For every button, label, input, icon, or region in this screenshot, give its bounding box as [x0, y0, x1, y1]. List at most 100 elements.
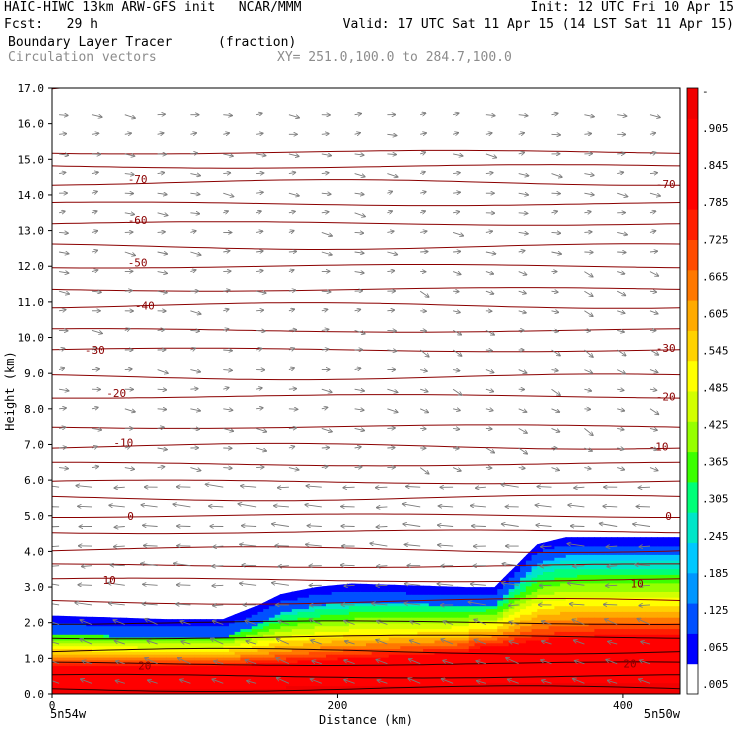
tracer-cell — [97, 642, 104, 647]
vector-arrow — [144, 546, 158, 547]
tracer-cell — [366, 594, 373, 598]
tracer-cell — [63, 656, 70, 661]
tracer-cell — [69, 651, 76, 655]
tracer-cell — [63, 617, 70, 621]
tracer-cell — [406, 631, 413, 635]
tracer-cell — [303, 671, 310, 675]
vector-arrow — [354, 272, 364, 273]
vector-arrow — [143, 584, 158, 585]
tracer-cell — [400, 585, 407, 590]
tracer-cell — [92, 654, 99, 658]
tracer-cell — [263, 648, 270, 652]
tracer-cell — [582, 585, 590, 590]
tracer-cell — [508, 628, 515, 632]
tracer-cell — [565, 645, 573, 649]
vector-arrow — [52, 679, 60, 684]
tracer-cell — [554, 619, 561, 624]
tracer-cell — [63, 659, 70, 664]
tracer-cell — [131, 656, 139, 661]
tracer-cell — [468, 676, 476, 681]
tracer-cell — [417, 668, 424, 672]
vector-arrow — [387, 388, 397, 392]
tracer-cell — [92, 625, 99, 630]
tracer-cell — [617, 619, 624, 624]
tracer-cell — [497, 674, 504, 678]
tracer-cell — [251, 617, 259, 621]
tracer-cell — [548, 642, 555, 647]
tracer-cell — [360, 679, 367, 684]
tracer-cell — [497, 639, 504, 644]
tracer-cell — [640, 662, 647, 667]
tracer-cell — [445, 682, 453, 687]
tracer-cell — [74, 659, 82, 664]
tracer-cell — [417, 651, 424, 655]
tracer-cell — [617, 579, 624, 584]
tracer-cell — [331, 599, 338, 604]
vector-arrow — [617, 428, 624, 429]
tracer-cell — [423, 594, 430, 598]
tracer-cell — [417, 628, 424, 632]
vector-arrow — [607, 566, 618, 567]
tracer-cell — [171, 617, 179, 621]
tracer-cell — [457, 671, 464, 675]
tracer-cell — [531, 588, 538, 592]
tracer-cell — [434, 639, 441, 644]
tracer-cell — [485, 668, 493, 672]
tracer-cell — [337, 656, 344, 661]
tracer-cell — [348, 611, 356, 615]
tracer-cell — [194, 631, 201, 635]
tracer-cell — [257, 676, 264, 681]
tracer-cell — [240, 628, 247, 632]
tracer-cell — [303, 605, 310, 610]
tracer-cell — [674, 656, 680, 661]
tracer-cell — [189, 668, 196, 672]
tracer-cell — [268, 614, 276, 618]
tracer-cell — [160, 619, 167, 624]
tracer-cell — [200, 682, 207, 687]
tracer-cell — [605, 560, 613, 564]
tracer-cell — [480, 619, 487, 624]
vector-arrow — [403, 524, 421, 527]
tracer-cell — [166, 639, 173, 644]
tracer-cell — [508, 625, 515, 630]
tracer-cell — [297, 602, 304, 607]
vector-arrow — [453, 428, 459, 429]
contour-line — [52, 424, 680, 429]
tracer-cell — [74, 631, 82, 635]
tracer-cell — [251, 682, 259, 687]
tracer-cell — [600, 537, 607, 538]
tracer-cell — [645, 588, 652, 592]
vector-arrow — [377, 566, 388, 567]
tracer-cell — [428, 668, 436, 672]
tracer-cell — [491, 645, 498, 649]
tracer-cell — [445, 591, 453, 595]
tracer-cell — [354, 682, 361, 687]
field-name: Boundary Layer Tracer — [8, 35, 173, 50]
vector-arrow — [321, 154, 331, 156]
vector-arrow — [190, 330, 199, 331]
tracer-cell — [337, 611, 344, 615]
tracer-cell — [383, 671, 390, 675]
tracer-cell — [451, 674, 458, 678]
tracer-cell — [668, 634, 675, 638]
tracer-cell — [137, 619, 144, 624]
tracer-cell — [605, 631, 613, 635]
tracer-cell — [445, 617, 453, 621]
tracer-cell — [531, 545, 538, 550]
tracer-cell — [423, 628, 430, 632]
tracer-cell — [428, 608, 436, 612]
tracer-cell — [74, 691, 82, 694]
tracer-cell — [548, 668, 555, 672]
tracer-cell — [109, 682, 116, 687]
tracer-cell — [246, 688, 253, 692]
tracer-cell — [497, 679, 504, 684]
tracer-cell — [337, 688, 344, 692]
tracer-cell — [628, 648, 635, 652]
tracer-cell — [497, 648, 504, 652]
tracer-cell — [668, 656, 675, 661]
tracer-cell — [166, 634, 173, 638]
tracer-cell — [400, 676, 407, 681]
tracer-cell — [326, 685, 333, 689]
tracer-cell — [268, 691, 276, 694]
tracer-cell — [354, 685, 361, 689]
